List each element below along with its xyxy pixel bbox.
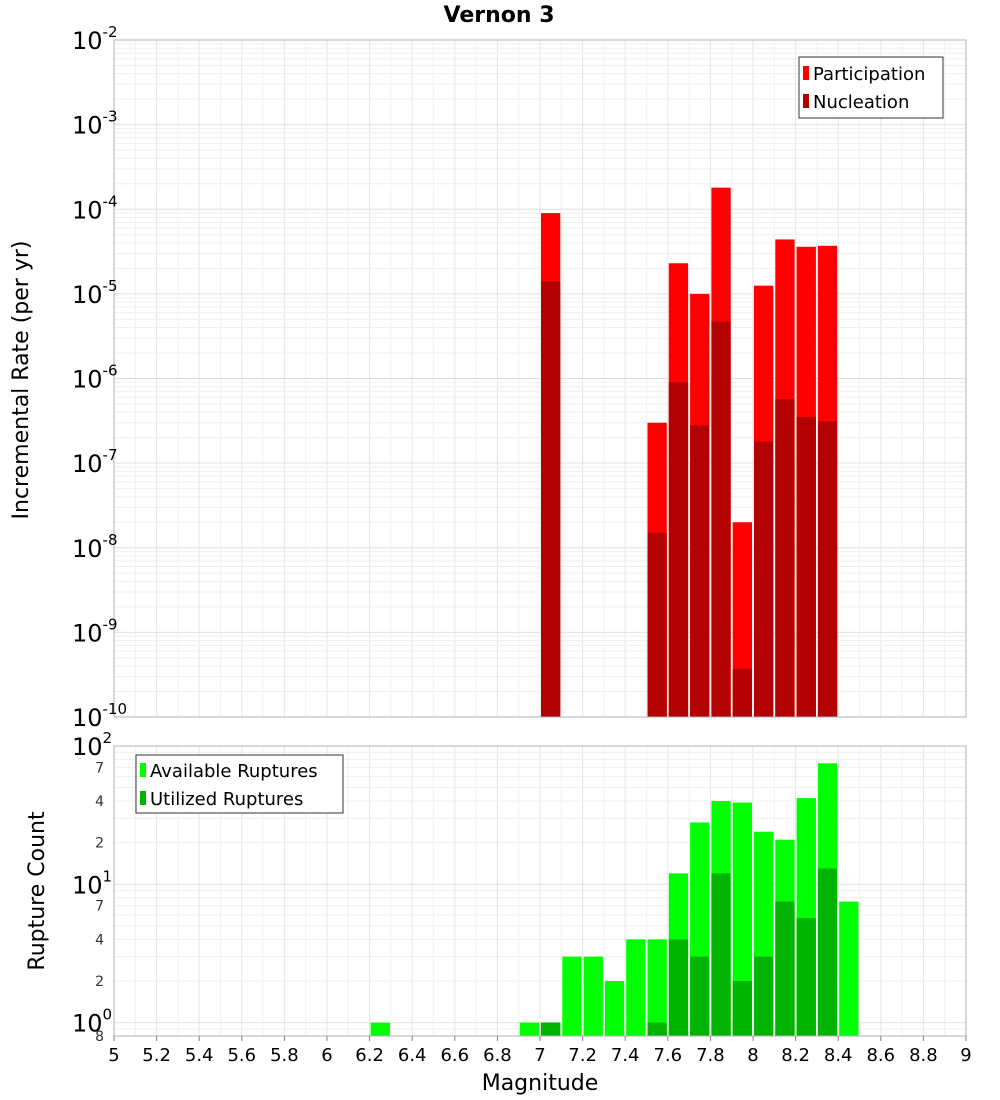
rate-bar-nucleation: [817, 421, 838, 717]
legend-swatch-participation: [803, 66, 809, 80]
rate-bar-nucleation: [711, 321, 731, 717]
legend-label-nucleation: Nucleation: [813, 92, 909, 113]
rate-bar-nucleation: [541, 281, 561, 717]
rate-ytick-label: 10-9: [72, 615, 118, 647]
rate-legend: Participation Nucleation: [798, 56, 944, 119]
chart-title: Vernon 3: [444, 3, 555, 28]
rate-ytick-exponent: -10: [103, 700, 128, 718]
x-tick-label: 7.8: [696, 1045, 725, 1066]
count-bar-utilized-ruptures: [775, 901, 795, 1036]
rate-y-axis-label: Incremental Rate (per yr): [9, 241, 34, 520]
x-tick-label: 5.8: [270, 1045, 299, 1066]
count-bar-utilized-ruptures: [754, 956, 774, 1036]
count-bar-utilized-ruptures: [647, 1022, 667, 1036]
legend-swatch-utilized: [140, 791, 146, 805]
count-bar-available-ruptures: [370, 1022, 390, 1036]
x-tick-label: 5.2: [142, 1045, 171, 1066]
x-tick-label: 8: [747, 1045, 758, 1066]
x-tick-label: 9: [960, 1045, 971, 1066]
count-bar-available-ruptures: [562, 956, 582, 1036]
count-ytick-label: 102: [72, 729, 112, 761]
rate-bar-nucleation: [690, 425, 710, 717]
rate-ytick-label: 10-7: [72, 446, 118, 478]
count-ytick-exponent: 0: [103, 1006, 113, 1024]
count-ytick-minor-label: 7: [95, 899, 104, 915]
count-bar-available-ruptures: [519, 1022, 539, 1036]
count-ytick-exponent: 1: [103, 867, 113, 885]
rate-bar-nucleation: [668, 382, 689, 717]
rate-plot-border: [113, 39, 967, 718]
rate-ytick-exponent: -6: [103, 362, 118, 380]
x-tick-label: 8.2: [781, 1045, 810, 1066]
rate-ytick-exponent: -7: [103, 446, 118, 464]
count-legend-box: [135, 754, 344, 814]
count-bar-available-ruptures: [626, 939, 646, 1036]
x-tick-label: 6.2: [355, 1045, 384, 1066]
legend-label-available: Available Ruptures: [150, 761, 318, 782]
count-bar-available-ruptures: [647, 939, 667, 1036]
count-bar-available-ruptures: [839, 901, 859, 1036]
legend-label-utilized: Utilized Ruptures: [150, 789, 303, 810]
rate-ytick-label: 10-5: [72, 277, 118, 309]
rate-ytick-exponent: -4: [103, 192, 118, 210]
rate-bar-nucleation: [775, 399, 795, 717]
count-ytick-minor-label: 4: [95, 794, 104, 810]
x-tick-label: 7.2: [568, 1045, 597, 1066]
rate-ytick-exponent: -2: [103, 23, 118, 41]
count-bar-available-ruptures: [583, 956, 603, 1036]
count-bar-available-ruptures: [732, 802, 752, 1036]
count-ytick-minor-label: 4: [95, 932, 104, 948]
count-bar-utilized-ruptures: [732, 980, 752, 1036]
count-ytick-minor-label: 2: [95, 974, 104, 990]
x-tick-label: 8.8: [909, 1045, 938, 1066]
x-tick-label: 5.4: [185, 1045, 214, 1066]
x-tick-label: 8.4: [824, 1045, 853, 1066]
count-bar-available-ruptures: [604, 980, 625, 1036]
rate-bar-participation: [732, 522, 752, 717]
count-bar-utilized-ruptures: [817, 868, 838, 1036]
legend-label-participation: Participation: [813, 64, 925, 85]
count-ytick-minor-label: 2: [95, 836, 104, 852]
count-ytick-exponent: 2: [103, 729, 113, 747]
rate-bar-nucleation: [796, 417, 816, 717]
legend-swatch-available: [140, 763, 146, 777]
x-tick-label: 5: [108, 1045, 119, 1066]
count-ytick-minor-label: 7: [95, 760, 104, 776]
rate-ytick-exponent: -5: [103, 277, 118, 295]
rate-ytick-exponent: -3: [103, 108, 118, 126]
legend-swatch-nucleation: [803, 94, 809, 108]
rate-legend-box: [798, 56, 944, 119]
count-bar-utilized-ruptures: [711, 873, 731, 1036]
count-legend: Available Ruptures Utilized Ruptures: [135, 754, 344, 814]
x-tick-label: 7.4: [611, 1045, 640, 1066]
x-tick-label: 7: [534, 1045, 545, 1066]
count-bar-utilized-ruptures: [541, 1022, 561, 1036]
rate-bar-nucleation: [647, 532, 667, 717]
rate-ytick-exponent: -8: [103, 531, 118, 549]
count-bar-utilized-ruptures: [668, 939, 689, 1036]
rate-ytick-exponent: -9: [103, 615, 118, 633]
x-tick-label: 6: [321, 1045, 332, 1066]
count-ytick-minor-label: 8: [95, 1029, 104, 1045]
x-tick-label: 7.6: [653, 1045, 682, 1066]
x-tick-label: 6.8: [483, 1045, 512, 1066]
count-bar-utilized-ruptures: [796, 918, 816, 1036]
rate-bar-nucleation: [732, 668, 752, 717]
x-tick-label: 6.4: [398, 1045, 427, 1066]
x-tick-label: 6.6: [440, 1045, 469, 1066]
rate-bar-nucleation: [754, 441, 774, 717]
count-bar-utilized-ruptures: [690, 956, 710, 1036]
x-axis-label: Magnitude: [482, 1071, 599, 1096]
count-y-axis-label: Rupture Count: [25, 811, 50, 971]
x-tick-label: 8.6: [866, 1045, 895, 1066]
x-tick-label: 5.6: [227, 1045, 256, 1066]
